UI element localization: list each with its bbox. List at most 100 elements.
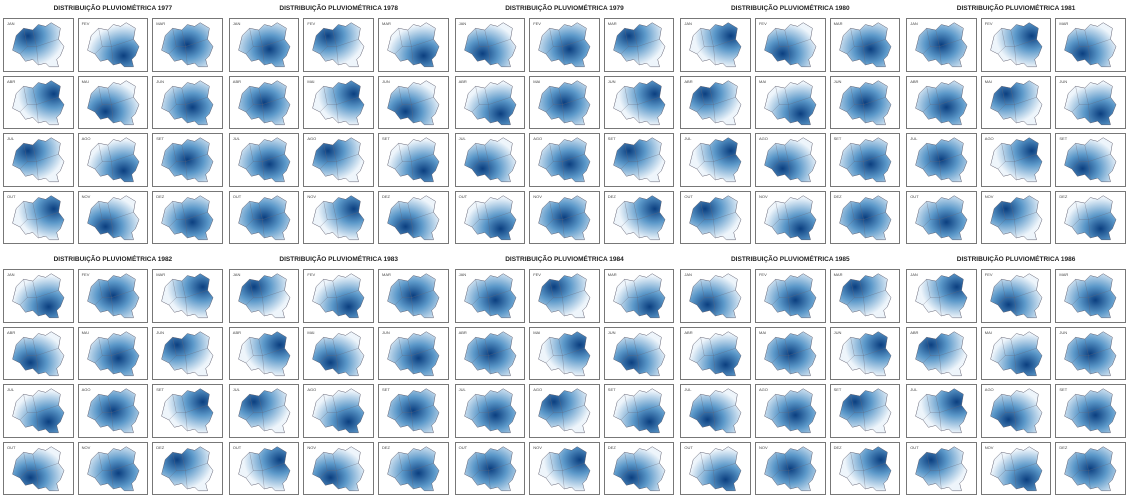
- map-panel: DISTRIBUIÇÃO PLUVIOMÉTRICA 1980JANFEVMAR…: [677, 0, 903, 251]
- map-cell: JUN: [604, 76, 675, 130]
- region-shape: [765, 446, 817, 490]
- map: [379, 385, 448, 437]
- panel-title: DISTRIBUIÇÃO PLUVIOMÉTRICA 1983: [229, 251, 449, 269]
- map: [230, 270, 299, 322]
- region-shape: [690, 138, 742, 182]
- map: [304, 328, 373, 380]
- region-shape: [765, 23, 817, 67]
- map-cell: OUT: [3, 442, 74, 496]
- map-cell: AGO: [529, 384, 600, 438]
- region-shape: [162, 446, 214, 490]
- month-label: NOV: [82, 194, 91, 199]
- month-label: MAI: [533, 330, 540, 335]
- map: [153, 385, 222, 437]
- region-shape: [13, 389, 65, 433]
- map-cell: OUT: [906, 191, 977, 245]
- region-shape: [916, 195, 968, 239]
- month-label: MAI: [985, 330, 992, 335]
- region-shape: [1065, 274, 1117, 318]
- region-shape: [13, 274, 65, 318]
- region-shape: [238, 331, 290, 375]
- map: [379, 270, 448, 322]
- month-label: JAN: [684, 272, 692, 277]
- map-cell: MAR: [152, 269, 223, 323]
- panel-title: DISTRIBUIÇÃO PLUVIOMÉTRICA 1979: [455, 0, 675, 18]
- map-cell: JUN: [378, 76, 449, 130]
- map: [605, 328, 674, 380]
- map-cell: MAI: [78, 327, 149, 381]
- region-shape: [87, 389, 139, 433]
- region-shape: [839, 195, 891, 239]
- map-grid: JANFEVMARABRMAIJUNJULAGOSETOUTNOVDEZ: [229, 18, 449, 244]
- region-shape: [464, 138, 516, 182]
- region-shape: [388, 331, 440, 375]
- region-shape: [464, 389, 516, 433]
- map-cell: NOV: [303, 442, 374, 496]
- map: [681, 385, 750, 437]
- region-shape: [313, 446, 365, 490]
- month-label: MAR: [1059, 21, 1068, 26]
- map: [4, 134, 73, 186]
- month-label: OUT: [7, 194, 15, 199]
- map: [605, 19, 674, 71]
- map: [230, 134, 299, 186]
- map-cell: JUL: [906, 384, 977, 438]
- region-shape: [162, 195, 214, 239]
- map: [756, 77, 825, 129]
- map: [230, 443, 299, 495]
- month-label: NOV: [307, 194, 316, 199]
- map: [1056, 443, 1125, 495]
- map: [304, 385, 373, 437]
- map-cell: MAR: [604, 269, 675, 323]
- region-shape: [916, 23, 968, 67]
- region-shape: [388, 274, 440, 318]
- map-cell: NOV: [981, 442, 1052, 496]
- region-shape: [613, 138, 665, 182]
- map: [153, 443, 222, 495]
- map-cell: ABR: [229, 327, 300, 381]
- map-cell: MAI: [303, 76, 374, 130]
- map: [4, 443, 73, 495]
- month-label: ABR: [910, 79, 918, 84]
- month-label: AGO: [307, 136, 316, 141]
- month-label: JUL: [910, 136, 917, 141]
- map: [756, 134, 825, 186]
- map: [831, 77, 900, 129]
- map: [530, 19, 599, 71]
- month-label: FEV: [533, 272, 541, 277]
- map: [153, 192, 222, 244]
- region-shape: [388, 195, 440, 239]
- map-cell: SET: [152, 133, 223, 187]
- map-cell: DEZ: [830, 442, 901, 496]
- region-shape: [238, 446, 290, 490]
- month-label: DEZ: [156, 194, 164, 199]
- map: [907, 77, 976, 129]
- month-label: JUN: [156, 79, 164, 84]
- region-shape: [162, 274, 214, 318]
- month-label: JUN: [1059, 79, 1067, 84]
- map-grid: JANFEVMARABRMAIJUNJULAGOSETOUTNOVDEZ: [455, 269, 675, 495]
- region-shape: [464, 80, 516, 124]
- month-label: MAR: [1059, 272, 1068, 277]
- month-label: DEZ: [156, 445, 164, 450]
- region-shape: [839, 331, 891, 375]
- map-cell: JAN: [680, 18, 751, 72]
- map-cell: AGO: [78, 133, 149, 187]
- map: [153, 270, 222, 322]
- map-grid: JANFEVMARABRMAIJUNJULAGOSETOUTNOVDEZ: [680, 18, 900, 244]
- map: [982, 192, 1051, 244]
- map: [4, 385, 73, 437]
- map: [907, 192, 976, 244]
- month-label: NOV: [533, 194, 542, 199]
- map: [1056, 385, 1125, 437]
- region-shape: [238, 274, 290, 318]
- map: [982, 19, 1051, 71]
- map: [1056, 270, 1125, 322]
- month-label: ABR: [684, 330, 692, 335]
- map: [831, 192, 900, 244]
- region-shape: [464, 331, 516, 375]
- region-shape: [765, 389, 817, 433]
- map-cell: FEV: [755, 18, 826, 72]
- region-shape: [765, 274, 817, 318]
